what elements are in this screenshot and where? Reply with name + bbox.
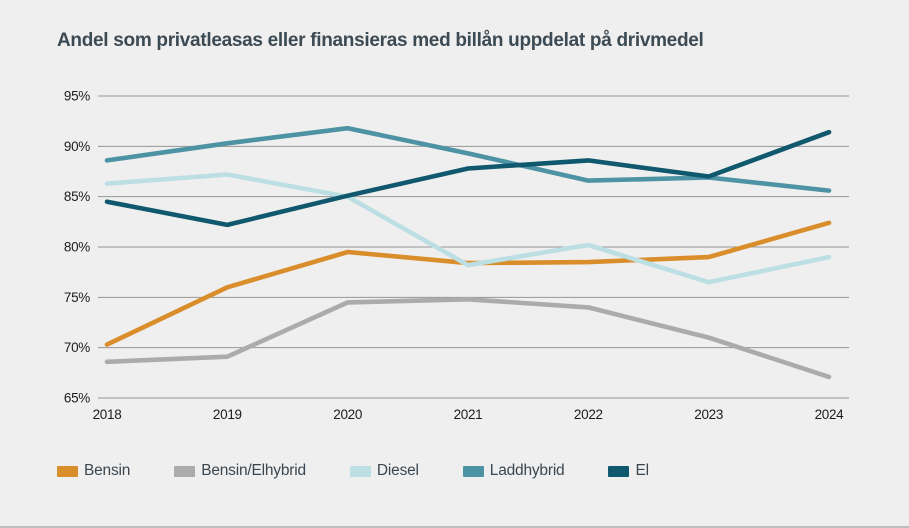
x-tick-label: 2018 bbox=[93, 407, 122, 422]
series-line-el bbox=[104, 129, 832, 228]
series-line-bensin-elhybrid bbox=[104, 296, 832, 380]
x-tick-label: 2020 bbox=[333, 407, 362, 422]
chart-title: Andel som privatleasas eller finansieras… bbox=[57, 30, 704, 51]
y-tick-label: 85% bbox=[64, 189, 90, 204]
x-tick-label: 2023 bbox=[694, 407, 723, 422]
y-tick-label: 75% bbox=[64, 290, 90, 305]
chart-legend: Bensin Bensin/Elhybrid Diesel Laddhybrid El bbox=[57, 462, 649, 480]
legend-label-el: El bbox=[635, 462, 649, 479]
y-tick-label: 70% bbox=[64, 340, 90, 355]
legend-item-bensin: Bensin bbox=[57, 462, 130, 480]
legend-label-bensin-elhybrid: Bensin/Elhybrid bbox=[201, 462, 306, 479]
line-chart: 95% 90% 85% 80% 75% 70% 65%2018 2019 2020 2021 202… bbox=[64, 89, 849, 422]
legend-swatch-el bbox=[608, 465, 630, 477]
legend-swatch-bensin-elhybrid bbox=[174, 465, 196, 477]
legend-item-bensin-elhybrid: Bensin/Elhybrid bbox=[174, 462, 306, 480]
legend-item-diesel: Diesel bbox=[349, 462, 419, 480]
legend-label-laddhybrid: Laddhybrid bbox=[489, 462, 565, 479]
series-line-bensin bbox=[104, 220, 832, 347]
legend-swatch-laddhybrid bbox=[462, 465, 484, 477]
legend-label-bensin: Bensin bbox=[84, 462, 131, 479]
x-tick-label: 2019 bbox=[213, 407, 242, 422]
x-tick-label: 2022 bbox=[574, 407, 603, 422]
x-tick-label: 2021 bbox=[454, 407, 483, 422]
legend-swatch-diesel bbox=[349, 465, 371, 477]
y-tick-label: 80% bbox=[64, 240, 90, 255]
legend-item-el: El bbox=[608, 462, 649, 480]
legend-swatch-bensin bbox=[57, 465, 78, 477]
legend-label-diesel: Diesel bbox=[376, 462, 419, 479]
x-tick-label: 2024 bbox=[815, 407, 845, 422]
y-tick-label: 65% bbox=[64, 391, 90, 406]
series-line-laddhybrid bbox=[104, 125, 832, 193]
y-tick-label: 95% bbox=[64, 89, 90, 104]
series-line-diesel bbox=[104, 172, 832, 285]
y-tick-label: 90% bbox=[64, 139, 90, 154]
legend-item-laddhybrid: Laddhybrid bbox=[462, 462, 565, 480]
